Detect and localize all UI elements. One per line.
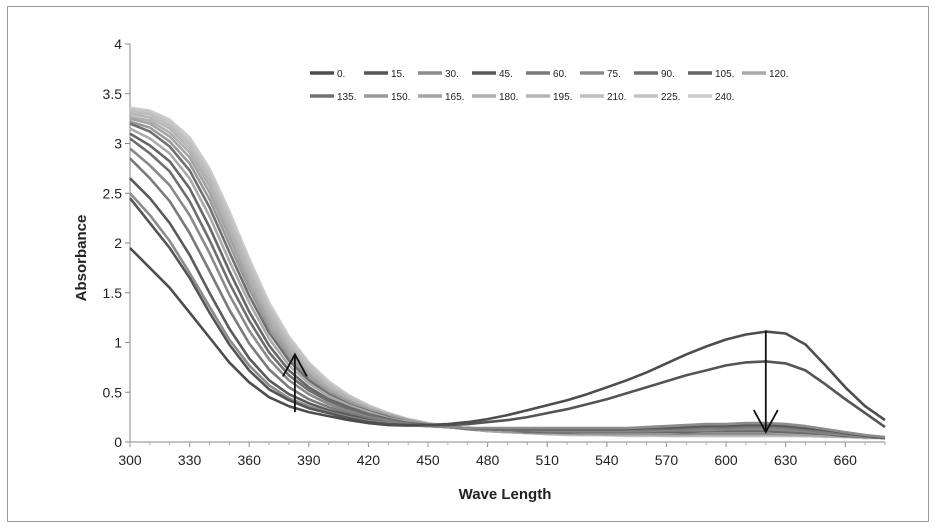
legend-item: 30. bbox=[418, 69, 459, 80]
legend-label: 135. bbox=[337, 92, 356, 103]
y-tick-label: 0 bbox=[114, 434, 122, 450]
legend-label: 90. bbox=[661, 69, 675, 80]
series-line bbox=[129, 147, 886, 440]
legend-item: 195. bbox=[526, 92, 572, 103]
legend-item: 225. bbox=[634, 92, 680, 103]
series-line bbox=[129, 247, 886, 427]
legend-item: 105. bbox=[688, 69, 734, 80]
legend-item: 150. bbox=[364, 92, 410, 103]
x-tick-label: 480 bbox=[476, 452, 500, 468]
legend-item: 60. bbox=[526, 69, 567, 80]
arrow-head bbox=[752, 409, 779, 434]
legend-label: 180. bbox=[499, 92, 518, 103]
x-tick-label: 630 bbox=[774, 452, 798, 468]
x-axis-label: Wave Length bbox=[459, 486, 552, 503]
legend-item: 15. bbox=[364, 69, 405, 80]
series-lines bbox=[128, 106, 886, 440]
y-tick-label: 2.5 bbox=[103, 185, 123, 201]
legend-item: 165. bbox=[418, 92, 464, 103]
legend-label: 165. bbox=[445, 92, 464, 103]
series-line bbox=[129, 122, 886, 440]
legend-label: 225. bbox=[661, 92, 680, 103]
legend: 0. 15. 30. 45. 60. 75. 90. 105. 120. 135. 150. 165.… bbox=[310, 69, 788, 103]
x-tick-label: 330 bbox=[178, 452, 202, 468]
y-axis-label: Absorbance bbox=[73, 215, 90, 302]
series-line bbox=[129, 192, 886, 439]
x-tick-label: 360 bbox=[238, 452, 262, 468]
y-tick-label: 3.5 bbox=[103, 86, 123, 102]
axes: 0 0.5 1 1.5 2 2.5 3 3.5 4 300 330 360 390 420 450 480 51… bbox=[103, 36, 886, 468]
legend-label: 105. bbox=[715, 69, 734, 80]
series-line bbox=[129, 132, 886, 440]
series-line bbox=[128, 197, 886, 429]
legend-item: 240. bbox=[688, 92, 734, 103]
arrows bbox=[282, 330, 779, 434]
legend-label: 30. bbox=[445, 69, 459, 80]
legend-item: 0. bbox=[310, 69, 345, 80]
legend-item: 210. bbox=[580, 92, 626, 103]
legend-label: 195. bbox=[553, 92, 572, 103]
x-tick-label: 450 bbox=[416, 452, 440, 468]
legend-item: 45. bbox=[472, 69, 513, 80]
x-tick-label: 420 bbox=[357, 452, 381, 468]
x-tick-label: 570 bbox=[655, 452, 679, 468]
y-tick-label: 1.5 bbox=[103, 285, 123, 301]
legend-item: 90. bbox=[634, 69, 675, 80]
legend-item: 180. bbox=[472, 92, 518, 103]
y-tick-label: 2 bbox=[114, 235, 122, 251]
legend-label: 120. bbox=[769, 69, 788, 80]
chart-frame bbox=[7, 6, 929, 522]
legend-item: 135. bbox=[310, 92, 356, 103]
y-tick-label: 3 bbox=[114, 136, 122, 152]
legend-label: 0. bbox=[337, 69, 345, 80]
arrow-head bbox=[282, 352, 308, 377]
legend-item: 75. bbox=[580, 69, 621, 80]
y-tick-label: 1 bbox=[114, 335, 122, 351]
x-tick-label: 540 bbox=[595, 452, 619, 468]
legend-label: 210. bbox=[607, 92, 626, 103]
legend-label: 15. bbox=[391, 69, 405, 80]
x-tick-label: 390 bbox=[297, 452, 321, 468]
legend-label: 45. bbox=[499, 69, 513, 80]
y-tick-label: 0.5 bbox=[103, 384, 123, 400]
legend-label: 75. bbox=[607, 69, 621, 80]
legend-item: 120. bbox=[742, 69, 788, 80]
legend-label: 60. bbox=[553, 69, 567, 80]
x-tick-label: 300 bbox=[118, 452, 142, 468]
y-tick-label: 4 bbox=[114, 36, 122, 52]
legend-label: 150. bbox=[391, 92, 410, 103]
legend-label: 240. bbox=[715, 92, 734, 103]
x-tick-label: 600 bbox=[714, 452, 738, 468]
x-tick-label: 660 bbox=[834, 452, 858, 468]
x-tick-label: 510 bbox=[536, 452, 560, 468]
